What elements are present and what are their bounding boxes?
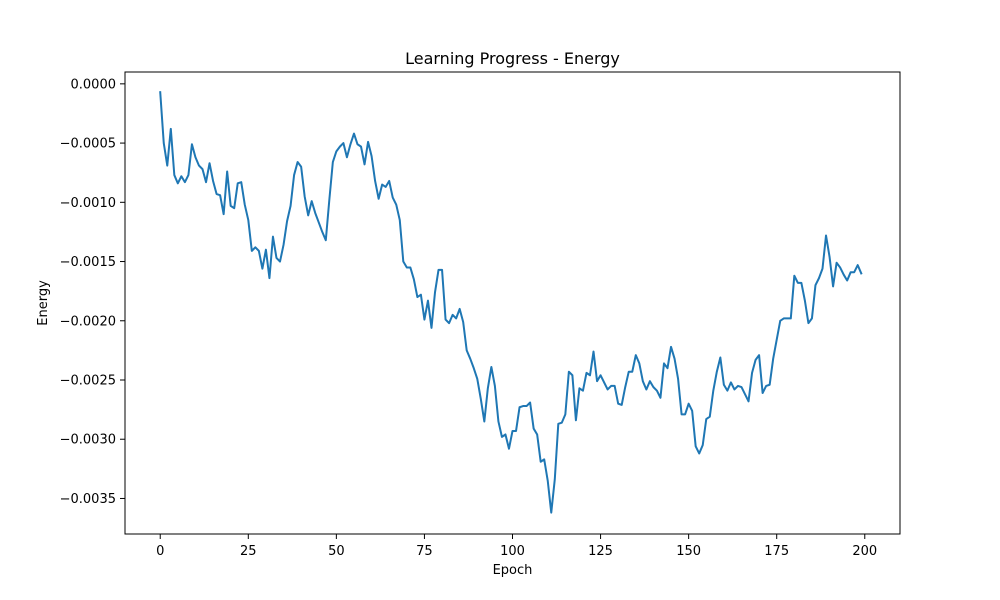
x-tick-label: 0 [156, 544, 164, 559]
y-tick-label: 0.0000 [71, 77, 117, 92]
chart-title: Learning Progress - Energy [405, 49, 620, 68]
y-tick-label: −0.0010 [60, 196, 116, 211]
x-tick-label: 75 [416, 544, 433, 559]
y-tick-label: −0.0020 [60, 314, 116, 329]
plot-background [125, 72, 900, 534]
x-tick-label: 150 [676, 544, 701, 559]
y-tick-label: −0.0025 [60, 374, 116, 389]
x-tick-label: 125 [588, 544, 613, 559]
x-tick-label: 100 [500, 544, 525, 559]
x-tick-label: 200 [852, 544, 877, 559]
plot-area [125, 72, 900, 534]
y-axis-label: Energy [36, 280, 51, 326]
y-tick-label: −0.0035 [60, 492, 116, 507]
energy-series-line [159, 91, 863, 514]
x-tick-label: 50 [328, 544, 345, 559]
x-axis-label: Epoch [493, 563, 533, 578]
y-tick-label: −0.0005 [60, 137, 116, 152]
y-tick-label: −0.0015 [60, 255, 116, 270]
x-tick-label: 25 [240, 544, 257, 559]
x-tick-label: 175 [764, 544, 789, 559]
x-axis: 0 25 50 75 100 125 150 175 200 [156, 534, 877, 559]
y-axis: 0.0000 −0.0005 −0.0010 −0.0015 −0.0020 −0.002… [60, 77, 125, 507]
y-tick-label: −0.0030 [60, 433, 116, 448]
